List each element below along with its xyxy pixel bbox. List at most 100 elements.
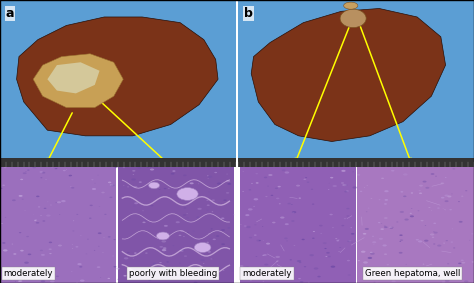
Ellipse shape [59, 214, 60, 215]
Ellipse shape [296, 185, 300, 186]
Ellipse shape [323, 242, 327, 244]
Ellipse shape [314, 267, 319, 270]
Ellipse shape [262, 226, 263, 227]
Ellipse shape [198, 281, 200, 282]
Ellipse shape [264, 254, 267, 256]
Ellipse shape [1, 223, 3, 224]
Ellipse shape [0, 188, 2, 189]
Ellipse shape [240, 274, 242, 275]
Ellipse shape [213, 239, 216, 240]
Ellipse shape [437, 245, 441, 246]
Ellipse shape [208, 176, 212, 178]
Ellipse shape [361, 251, 365, 253]
Polygon shape [17, 17, 218, 136]
Ellipse shape [146, 167, 149, 168]
Ellipse shape [31, 278, 35, 280]
Ellipse shape [348, 274, 351, 276]
Ellipse shape [197, 248, 199, 249]
Ellipse shape [123, 185, 125, 186]
Ellipse shape [212, 200, 215, 201]
Ellipse shape [330, 177, 333, 179]
Ellipse shape [388, 270, 391, 271]
Ellipse shape [380, 228, 384, 230]
Ellipse shape [284, 272, 286, 273]
Ellipse shape [0, 210, 1, 211]
Ellipse shape [276, 269, 278, 270]
Ellipse shape [180, 249, 185, 251]
Ellipse shape [376, 267, 381, 270]
Ellipse shape [50, 271, 53, 272]
Ellipse shape [87, 239, 89, 240]
Ellipse shape [292, 212, 294, 213]
Ellipse shape [264, 177, 267, 178]
Ellipse shape [58, 245, 62, 246]
Ellipse shape [400, 211, 404, 213]
Ellipse shape [243, 171, 244, 172]
Ellipse shape [181, 269, 186, 271]
Ellipse shape [116, 268, 119, 270]
Ellipse shape [99, 206, 100, 207]
Ellipse shape [206, 200, 209, 201]
Ellipse shape [433, 243, 436, 245]
Circle shape [177, 188, 198, 200]
Ellipse shape [186, 221, 189, 222]
Ellipse shape [207, 205, 210, 206]
Ellipse shape [254, 234, 257, 236]
Ellipse shape [27, 170, 29, 171]
Ellipse shape [73, 230, 74, 231]
Ellipse shape [275, 188, 278, 189]
Ellipse shape [23, 172, 27, 174]
Ellipse shape [176, 221, 180, 223]
Ellipse shape [419, 185, 423, 186]
Ellipse shape [432, 237, 434, 238]
Ellipse shape [344, 2, 358, 9]
Ellipse shape [27, 272, 28, 273]
Ellipse shape [285, 223, 289, 225]
Ellipse shape [13, 277, 14, 278]
Ellipse shape [109, 197, 112, 198]
Ellipse shape [73, 220, 74, 221]
Ellipse shape [268, 174, 273, 176]
Ellipse shape [419, 190, 421, 191]
Ellipse shape [399, 252, 402, 254]
Ellipse shape [22, 199, 24, 200]
Ellipse shape [348, 240, 351, 242]
Ellipse shape [370, 253, 375, 255]
Ellipse shape [400, 239, 403, 241]
Ellipse shape [384, 254, 387, 255]
Ellipse shape [186, 217, 189, 218]
Ellipse shape [401, 191, 403, 192]
Polygon shape [47, 62, 100, 93]
Ellipse shape [139, 181, 142, 183]
Ellipse shape [325, 256, 328, 257]
Ellipse shape [453, 247, 456, 248]
Bar [238, 0, 474, 158]
Ellipse shape [347, 241, 351, 242]
Ellipse shape [72, 248, 73, 249]
Ellipse shape [350, 227, 352, 228]
Ellipse shape [3, 249, 8, 252]
Ellipse shape [77, 263, 82, 265]
Ellipse shape [381, 223, 382, 224]
Ellipse shape [20, 179, 23, 180]
Ellipse shape [166, 261, 169, 263]
Ellipse shape [208, 178, 209, 179]
Ellipse shape [12, 199, 16, 201]
Ellipse shape [113, 239, 116, 240]
Ellipse shape [49, 242, 52, 243]
Bar [238, 158, 474, 167]
Ellipse shape [52, 279, 54, 280]
Ellipse shape [50, 280, 55, 282]
Ellipse shape [365, 228, 369, 230]
Ellipse shape [123, 275, 127, 276]
Ellipse shape [312, 238, 315, 239]
Ellipse shape [263, 281, 264, 282]
Ellipse shape [333, 185, 337, 187]
Ellipse shape [400, 241, 401, 242]
Ellipse shape [298, 278, 301, 279]
Ellipse shape [129, 218, 131, 219]
Ellipse shape [246, 226, 251, 228]
Ellipse shape [364, 187, 365, 188]
Ellipse shape [0, 167, 2, 169]
Ellipse shape [390, 227, 394, 228]
